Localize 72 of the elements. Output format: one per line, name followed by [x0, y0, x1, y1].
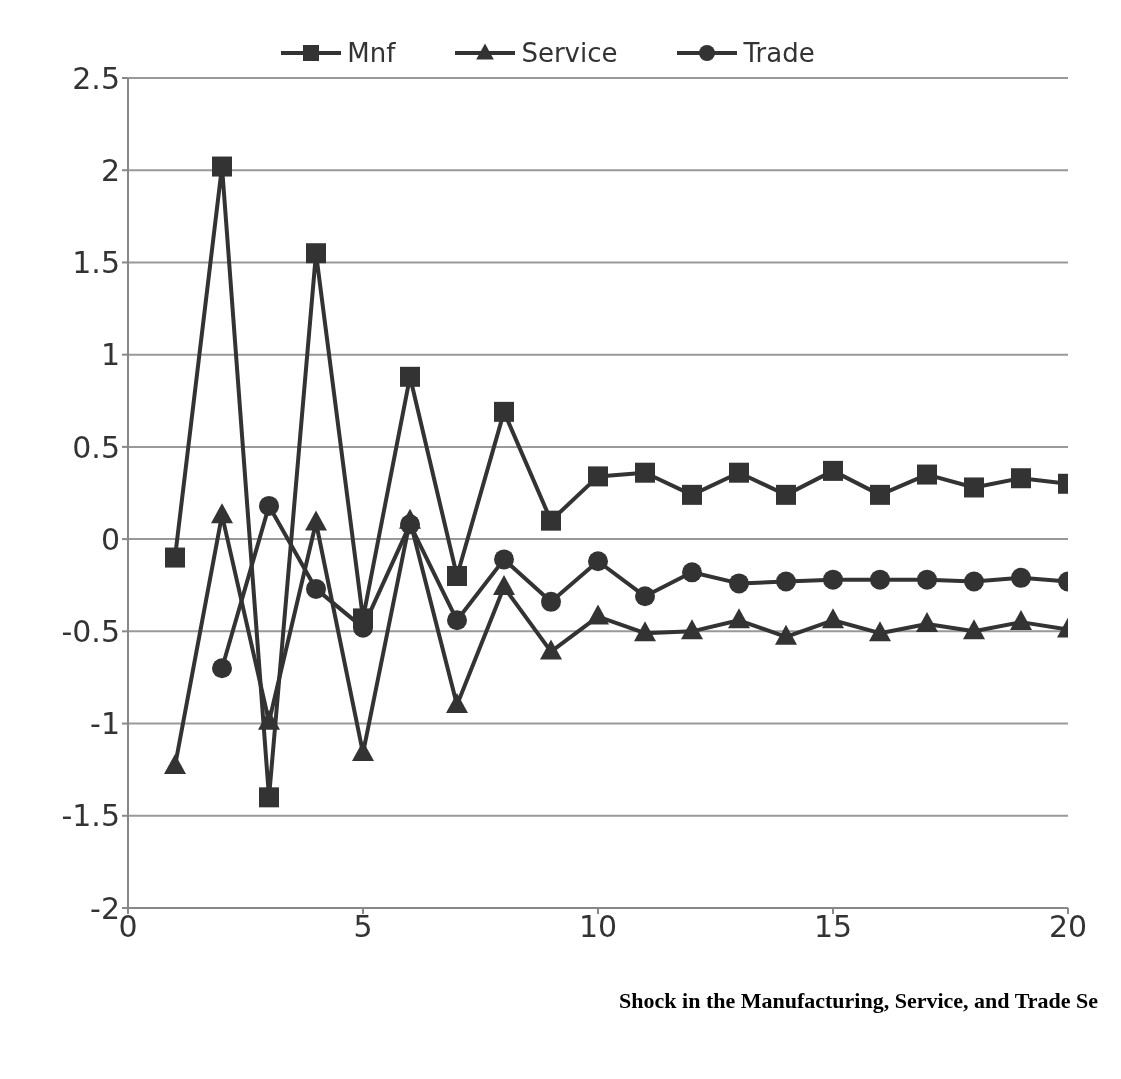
- point: [540, 639, 562, 660]
- point: [822, 608, 844, 629]
- point: [634, 621, 656, 642]
- point: [823, 569, 843, 590]
- point: [259, 495, 279, 516]
- point: [306, 243, 326, 264]
- legend-label: Mnf: [347, 38, 396, 68]
- point: [353, 608, 373, 629]
- point: [447, 610, 467, 631]
- point: [869, 621, 891, 642]
- point: [164, 753, 186, 774]
- point: [493, 575, 515, 596]
- point: [212, 156, 232, 177]
- point: [823, 460, 843, 481]
- point: [870, 484, 890, 505]
- y-tick-label: -0.5: [61, 613, 120, 649]
- point: [399, 508, 421, 529]
- y-tick-label: -2: [90, 890, 120, 926]
- x-tick-label: 15: [813, 909, 853, 945]
- point: [306, 578, 326, 599]
- point: [588, 551, 608, 572]
- y-tick-label: 2.5: [72, 60, 120, 96]
- point: [775, 624, 797, 645]
- y-tick-label: -1: [90, 706, 120, 742]
- y-tick-label: 0: [100, 521, 120, 557]
- point: [917, 569, 937, 590]
- point: [917, 464, 937, 485]
- point: [964, 477, 984, 498]
- text: Shock in the Manufacturing, Service, and Trade Se: [618, 988, 1099, 1014]
- point: [964, 571, 984, 592]
- point: [541, 510, 561, 531]
- y-tick-label: 1.5: [72, 245, 120, 281]
- x-tick-label: 5: [353, 909, 373, 945]
- point: [728, 608, 750, 629]
- point: [258, 709, 280, 730]
- point: [446, 693, 468, 714]
- y-tick-label: 1: [100, 337, 120, 373]
- y-tick-label: 0.5: [72, 429, 120, 465]
- point: [587, 604, 609, 625]
- point: [588, 466, 608, 487]
- point: [776, 571, 796, 592]
- point: [541, 591, 561, 612]
- point: [870, 569, 890, 590]
- point: [635, 462, 655, 483]
- point: [682, 562, 702, 583]
- legend-label: Trade: [743, 38, 815, 68]
- point: [305, 510, 327, 531]
- point: [212, 658, 232, 679]
- point: [352, 741, 374, 762]
- point: [776, 484, 796, 505]
- point: [165, 547, 185, 568]
- point: [494, 549, 514, 570]
- legend-label: Service: [521, 38, 618, 68]
- point: [211, 503, 233, 524]
- point: [494, 401, 514, 422]
- point: [400, 366, 420, 387]
- point: [681, 619, 703, 640]
- point: [1011, 567, 1031, 588]
- point: [682, 484, 702, 505]
- point: [1011, 468, 1031, 489]
- point: [1010, 610, 1032, 631]
- point: [963, 619, 985, 640]
- y-tick-label: 2: [100, 152, 120, 188]
- point: [729, 573, 749, 594]
- x-tick-label: 10: [578, 909, 618, 945]
- x-tick-label: 20: [1048, 909, 1088, 945]
- point: [259, 787, 279, 808]
- point: [635, 586, 655, 607]
- y-tick-label: -1.5: [61, 798, 120, 834]
- point: [447, 566, 467, 586]
- point: [916, 611, 938, 632]
- point: [729, 462, 749, 483]
